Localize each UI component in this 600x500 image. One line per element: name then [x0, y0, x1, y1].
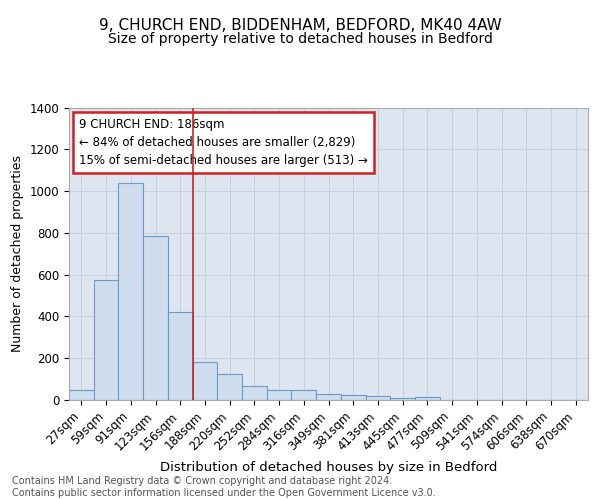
Bar	[143, 236, 168, 400]
Bar	[217, 374, 242, 400]
X-axis label: Distribution of detached houses by size in Bedford: Distribution of detached houses by size …	[160, 461, 497, 474]
Bar	[316, 394, 341, 400]
Bar	[292, 390, 316, 400]
Y-axis label: Number of detached properties: Number of detached properties	[11, 155, 24, 352]
Bar	[415, 398, 440, 400]
Bar	[341, 395, 365, 400]
Bar	[94, 280, 118, 400]
Bar	[168, 312, 193, 400]
Bar	[193, 362, 217, 400]
Bar	[118, 182, 143, 400]
Bar	[69, 390, 94, 400]
Text: Size of property relative to detached houses in Bedford: Size of property relative to detached ho…	[107, 32, 493, 46]
Text: 9 CHURCH END: 186sqm
← 84% of detached houses are smaller (2,829)
15% of semi-de: 9 CHURCH END: 186sqm ← 84% of detached h…	[79, 118, 368, 166]
Bar	[365, 396, 390, 400]
Text: 9, CHURCH END, BIDDENHAM, BEDFORD, MK40 4AW: 9, CHURCH END, BIDDENHAM, BEDFORD, MK40 …	[98, 18, 502, 32]
Bar	[267, 390, 292, 400]
Text: Contains HM Land Registry data © Crown copyright and database right 2024.
Contai: Contains HM Land Registry data © Crown c…	[12, 476, 436, 498]
Bar	[390, 398, 415, 400]
Bar	[242, 386, 267, 400]
